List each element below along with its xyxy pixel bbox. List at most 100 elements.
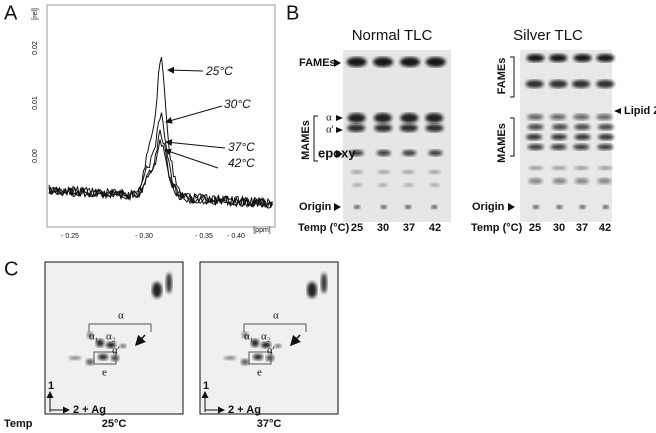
spot: [347, 124, 366, 132]
spot: [242, 332, 248, 338]
spot: [528, 178, 543, 184]
spot: [572, 80, 591, 88]
spot: [166, 273, 172, 293]
spot: [549, 80, 568, 88]
y-tick-label: 0.00: [32, 149, 39, 163]
tlc-spots: [525, 54, 615, 209]
spot: [266, 355, 274, 361]
y-tick-label: 0.02: [32, 41, 39, 55]
tlc-spots: [346, 57, 446, 209]
bracket: [243, 323, 307, 332]
spot: [428, 150, 443, 156]
spot: [377, 170, 390, 174]
spot: [602, 205, 609, 209]
spot-label: α₁: [244, 331, 254, 343]
box: [248, 351, 272, 365]
spot: [573, 144, 590, 150]
lane-label: 30: [377, 222, 389, 234]
lane-label: 42: [599, 222, 611, 234]
spot-label: α₂: [106, 331, 116, 343]
box: [93, 351, 117, 365]
spot: [403, 183, 414, 187]
plate-temp: 37°C: [257, 418, 282, 430]
y-tick-label: 0.01: [32, 96, 39, 110]
plate-title: Silver TLC: [513, 27, 583, 44]
spot: [373, 57, 394, 67]
axis-label: Temp (°C): [471, 222, 523, 234]
x-tick-label: - 0.35: [195, 233, 213, 240]
curve-label: 25°C: [205, 64, 233, 78]
spot-label: 2 + Ag: [73, 404, 106, 416]
lane-label: 25: [529, 222, 541, 234]
spot: [579, 205, 586, 209]
spectrum-line: [48, 139, 273, 209]
band-label: α': [326, 124, 334, 136]
spot: [428, 170, 441, 174]
spot: [405, 205, 412, 209]
spot: [373, 113, 392, 123]
tlc-2d-plate: α α₁ α₂ α' e 1 2 + Ag: [44, 261, 184, 416]
arrow: [289, 334, 301, 347]
spot: [96, 339, 104, 347]
spot: [253, 354, 263, 360]
spot: [152, 282, 162, 298]
spot: [574, 178, 589, 184]
spot-label: e: [257, 367, 262, 379]
curve-label: 42°C: [228, 156, 255, 170]
spot: [549, 54, 568, 62]
spot: [526, 54, 545, 62]
spot: [377, 183, 388, 187]
spot-label: e: [102, 367, 107, 379]
spot: [573, 54, 592, 62]
spot: [527, 144, 544, 150]
spot-label: α₁: [89, 331, 99, 343]
spot: [550, 114, 567, 120]
spot-label: α: [118, 310, 124, 322]
spot-label: 1: [203, 380, 209, 392]
spot: [352, 183, 363, 187]
band-label: Origin: [299, 201, 332, 213]
band-label: MAMEs: [300, 120, 312, 160]
lane-label: 42: [429, 222, 441, 234]
spot-label: 2 + Ag: [228, 404, 261, 416]
spot: [574, 124, 591, 130]
spot: [525, 80, 544, 88]
lane-label: 37: [576, 222, 588, 234]
lane-label: 25: [351, 222, 363, 234]
x-tick-label: - 0.25: [61, 233, 79, 240]
spot: [425, 57, 446, 67]
spot: [528, 166, 543, 170]
spot: [307, 282, 317, 298]
spot-label: α: [273, 310, 279, 322]
spot: [98, 354, 108, 360]
spot: [551, 124, 568, 130]
spot: [597, 124, 614, 130]
spectrum-line: [48, 129, 273, 208]
spot: [376, 150, 391, 156]
panel-label: A: [4, 2, 18, 24]
spot: [574, 166, 589, 170]
spot: [532, 205, 539, 209]
spot: [431, 205, 438, 209]
spot: [425, 113, 444, 123]
spot: [552, 166, 567, 170]
spot: [86, 359, 94, 365]
spot: [224, 356, 236, 360]
spot: [574, 134, 591, 140]
axis-label: Temp (°C): [298, 222, 350, 234]
panel-label: B: [286, 2, 299, 24]
spot: [69, 356, 81, 360]
spot-label: α₂: [261, 331, 271, 343]
plate-temp: 25°C: [102, 418, 127, 430]
band-label: Origin: [472, 201, 505, 213]
spot: [573, 114, 590, 120]
spot: [400, 113, 419, 123]
spot: [399, 124, 418, 132]
spot: [550, 134, 567, 140]
band-label: FAMEs: [299, 57, 336, 69]
spot: [251, 339, 259, 347]
curve-label: 37°C: [228, 140, 255, 154]
spot: [106, 342, 116, 348]
spot: [429, 183, 440, 187]
